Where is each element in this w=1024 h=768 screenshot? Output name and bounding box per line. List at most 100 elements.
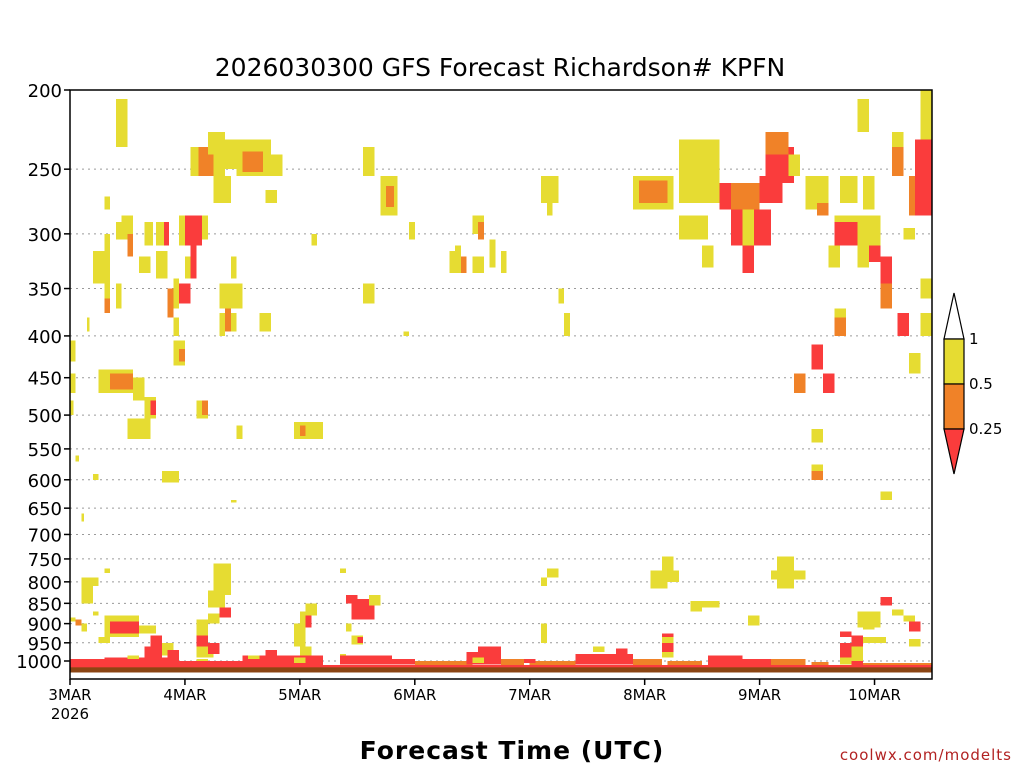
cell-ri-050-100 [340, 568, 346, 573]
cell-ri-below-025 [70, 659, 105, 666]
cell-ri-025-050 [771, 659, 806, 666]
cell-ri-050-100 [592, 646, 605, 653]
cell-ri-025-050 [179, 348, 185, 362]
cell-ri-below-025 [219, 607, 231, 618]
cell-ri-050-100 [863, 623, 875, 630]
cell-ri-050-100 [294, 657, 306, 663]
cell-ri-050-100 [202, 215, 208, 240]
cell-ri-050-100 [87, 317, 90, 332]
cell-ri-below-025 [478, 646, 501, 653]
cell-ri-050-100 [472, 256, 484, 274]
cell-ri-050-100 [161, 470, 180, 483]
cell-ri-below-025 [104, 657, 174, 666]
cell-ri-050-100 [138, 256, 151, 274]
cell-ri-050-100 [363, 147, 375, 177]
cell-ri-050-100 [650, 581, 668, 589]
cell-ri-below-025 [70, 665, 932, 668]
cell-ri-050-100 [891, 131, 904, 148]
cell-ri-050-100 [679, 215, 708, 240]
cell-ri-050-100 [179, 215, 191, 246]
cell-ri-below-025 [880, 597, 892, 606]
cell-ri-025-050 [730, 183, 760, 210]
cell-ri-below-025 [167, 650, 180, 661]
y-tick-label: 500 [28, 406, 62, 427]
cell-ri-below-025 [305, 615, 312, 628]
plot-area [69, 89, 933, 680]
cell-ri-050-100 [851, 646, 864, 661]
cell-ri-050-100 [70, 340, 76, 362]
cell-ri-below-025 [851, 661, 864, 666]
cell-ri-050-100 [857, 611, 881, 628]
cell-ri-050-100 [121, 215, 134, 234]
cell-ri-050-100 [311, 233, 318, 246]
cell-ri-050-100 [138, 625, 157, 634]
cell-ri-050-100 [173, 278, 180, 309]
cell-ri-050-100 [271, 154, 283, 177]
cell-ri-025-050 [414, 661, 473, 666]
cell-ri-050-100 [294, 422, 323, 440]
cell-ri-050-100 [230, 313, 237, 332]
cell-ri-050-100 [776, 579, 795, 589]
y-tick-label: 250 [28, 160, 62, 181]
cell-ri-050-100 [127, 655, 139, 660]
cell-ri-050-100 [213, 154, 226, 197]
cell-ri-050-100 [650, 570, 680, 582]
cell-ri-050-100 [236, 425, 243, 440]
cell-ri-050-100 [207, 131, 226, 155]
y-tick-label: 550 [28, 440, 62, 461]
y-tick-label: 450 [28, 369, 62, 390]
cell-ri-050-100 [920, 278, 932, 299]
cell-ri-050-100 [70, 373, 76, 394]
cell-ri-050-100 [857, 245, 869, 268]
cell-ri-050-100 [564, 313, 570, 336]
cell-ri-050-100 [104, 283, 111, 299]
x-tick-sublabel: 2026 [51, 705, 89, 723]
cell-ri-below-025 [575, 653, 634, 665]
cell-ri-050-100 [702, 245, 714, 268]
cell-ri-050-100 [891, 609, 904, 616]
cell-ri-below-025 [615, 648, 628, 656]
cell-ri-050-100 [661, 556, 674, 571]
cell-ri-050-100 [230, 256, 237, 279]
cell-ri-050-100 [156, 251, 168, 279]
cell-ri-025-050 [75, 619, 82, 626]
cell-ri-050-100 [305, 603, 318, 616]
cell-ri-050-100 [903, 615, 915, 622]
cell-ri-050-100 [81, 623, 88, 632]
x-tick-label: 7MAR [508, 686, 551, 704]
cell-ri-050-100 [834, 308, 846, 318]
cell-ri-050-100 [363, 283, 375, 304]
cell-ri-025-050 [667, 661, 703, 666]
cell-ri-050-100 [863, 176, 875, 210]
cell-ri-050-100 [489, 239, 496, 268]
cell-ri-below-025 [196, 635, 208, 647]
cell-ri-050-100 [546, 568, 559, 578]
cell-ri-050-100 [501, 251, 507, 274]
x-tick-label: 8MAR [623, 686, 666, 704]
cell-ri-below-025 [840, 642, 852, 658]
cell-ri-050-100 [828, 245, 841, 268]
y-tick-label: 300 [28, 225, 62, 246]
cell-ri-025-050 [863, 662, 932, 666]
cell-ri-050-100 [104, 568, 111, 573]
cell-ri-below-025 [368, 655, 392, 665]
cell-ri-025-050 [167, 288, 174, 318]
cell-ri-below-025 [265, 650, 277, 658]
cell-ri-050-100 [104, 233, 111, 252]
cell-ri-050-100 [127, 418, 151, 440]
cell-ri-025-050 [299, 425, 306, 436]
cell-ri-050-100 [156, 221, 165, 246]
cell-ri-025-050 [817, 202, 829, 216]
cell-ri-below-025 [345, 594, 358, 604]
cell-ri-025-050 [811, 467, 823, 480]
cell-ri-050-100 [541, 623, 547, 643]
cell-ri-050-100 [811, 464, 823, 471]
cell-ri-050-100 [207, 613, 220, 624]
cell-ri-050-100 [115, 283, 122, 309]
cell-ri-050-100 [207, 590, 226, 608]
plot-frame [69, 89, 933, 680]
cell-ri-below-025 [822, 373, 835, 394]
cell-ri-050-100 [92, 473, 99, 480]
cell-ri-below-025 [880, 256, 892, 284]
